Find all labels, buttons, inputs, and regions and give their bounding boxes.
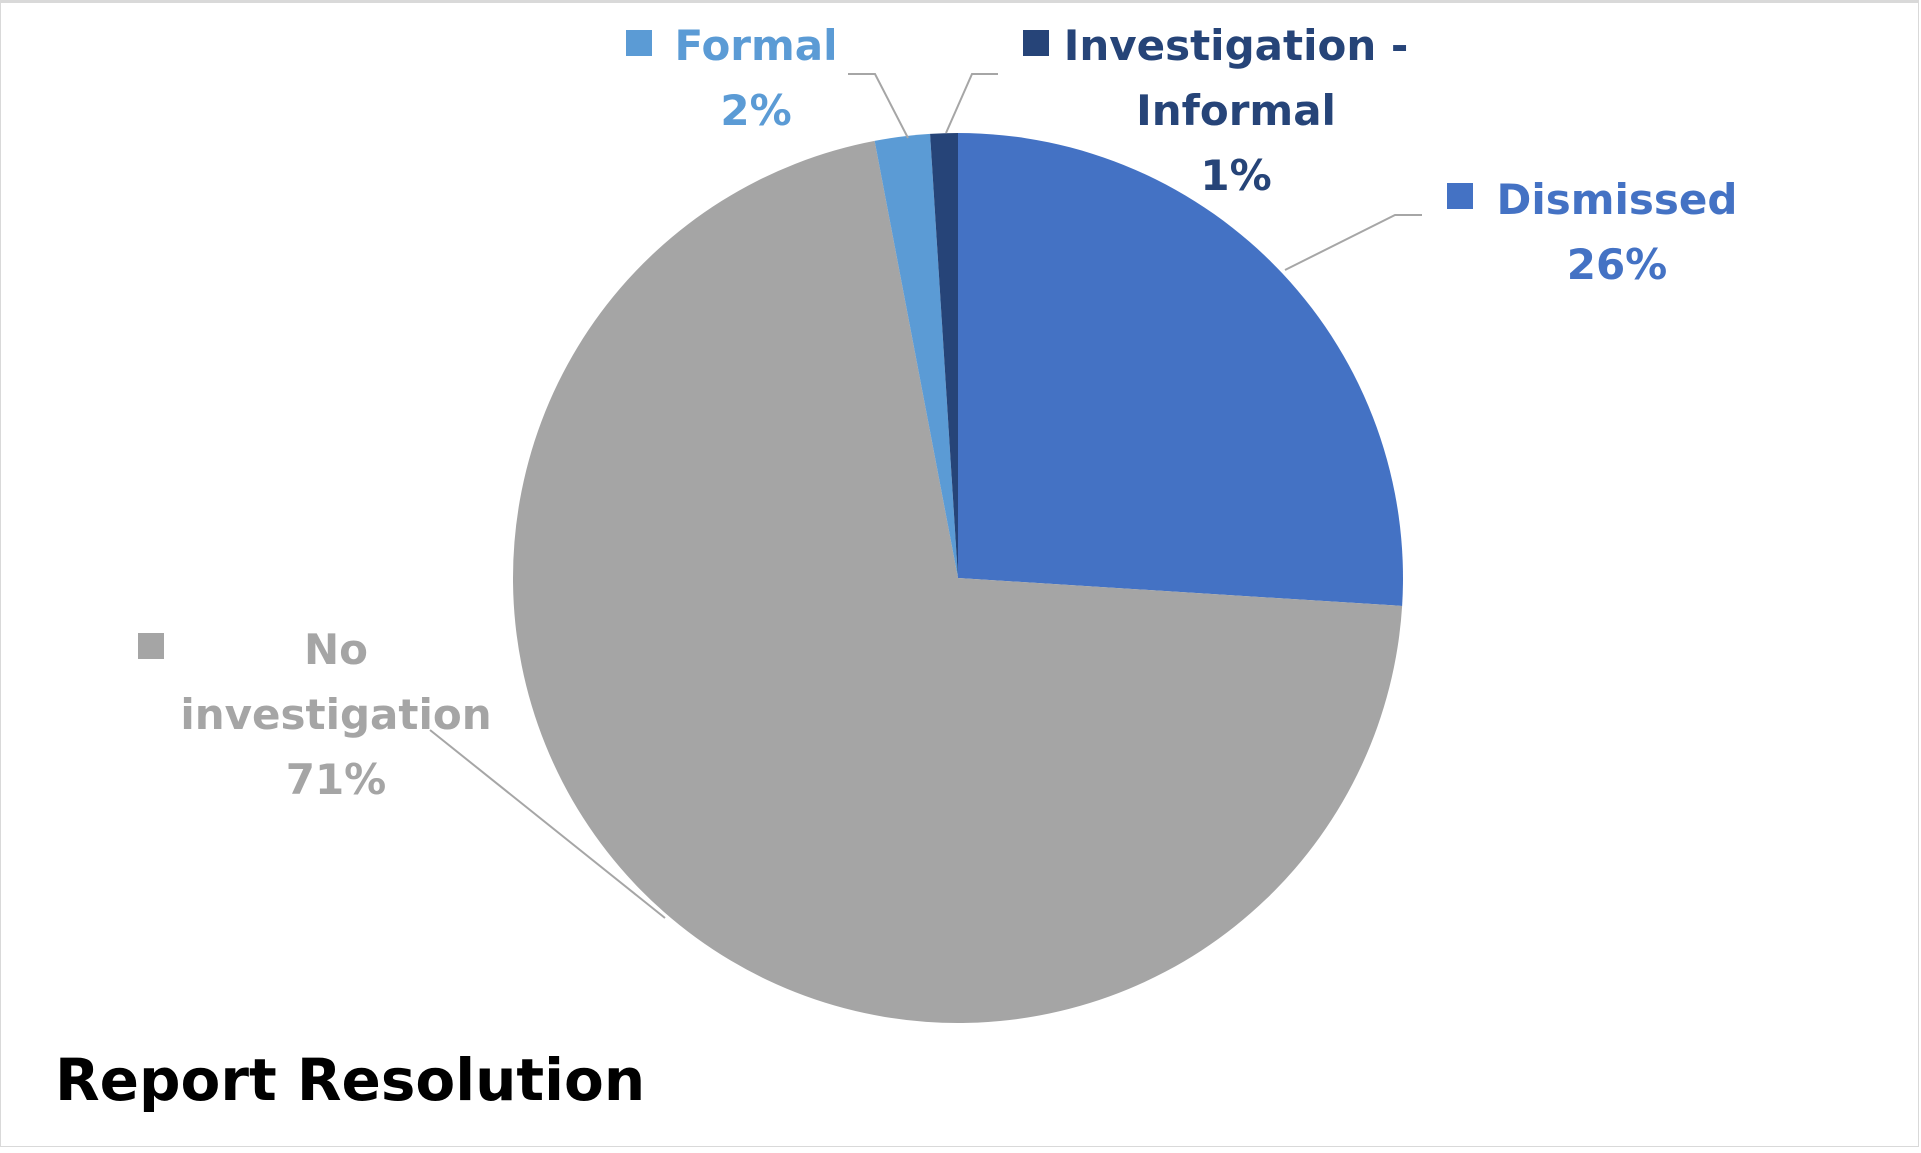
leader-line-formal [848, 73, 909, 139]
category-label-investigation-informal: Informal [1136, 86, 1336, 135]
label-key-investigation-informal [1023, 30, 1049, 56]
leader-line-investigation-informal [945, 73, 998, 134]
percent-label-formal: 2% [720, 86, 791, 135]
slice-investigation-informal [930, 133, 958, 578]
percent-label-no-investigation: 71% [286, 755, 387, 804]
label-key-formal [626, 30, 652, 56]
category-label-investigation-informal: Investigation - [1064, 21, 1409, 70]
leader-line-no-investigation [429, 729, 666, 919]
slice-formal [874, 133, 958, 578]
leader-lines [429, 73, 1422, 919]
slice-dismissed [958, 133, 1403, 606]
leader-line-dismissed [1284, 214, 1422, 271]
slice-no-investigation [512, 140, 1403, 1023]
category-label-formal: Formal [674, 21, 837, 70]
chart-title: Report Resolution [55, 1046, 645, 1114]
category-label-no-investigation: No [304, 625, 368, 674]
pie-slices [512, 133, 1403, 1023]
label-key-no-investigation [138, 633, 164, 659]
label-key-dismissed [1447, 183, 1473, 209]
percent-label-investigation-informal: 1% [1200, 151, 1271, 200]
category-label-dismissed: Dismissed [1497, 175, 1738, 224]
percent-label-dismissed: 26% [1567, 240, 1668, 289]
category-label-no-investigation: investigation [180, 690, 491, 739]
data-labels: Dismissed 26% No investigation 71% Formal 2% In… [138, 21, 1737, 804]
